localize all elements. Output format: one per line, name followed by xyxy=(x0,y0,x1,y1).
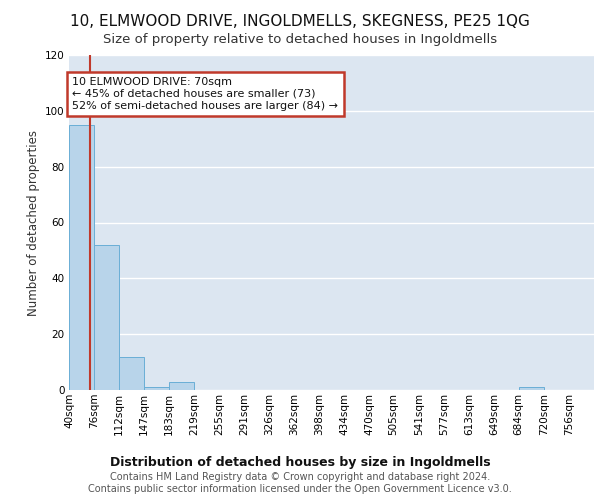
Text: Contains HM Land Registry data © Crown copyright and database right 2024.
Contai: Contains HM Land Registry data © Crown c… xyxy=(88,472,512,494)
Bar xyxy=(144,387,169,390)
Bar xyxy=(69,125,94,390)
Text: Size of property relative to detached houses in Ingoldmells: Size of property relative to detached ho… xyxy=(103,33,497,46)
Y-axis label: Number of detached properties: Number of detached properties xyxy=(26,130,40,316)
Bar xyxy=(518,387,544,390)
Text: Distribution of detached houses by size in Ingoldmells: Distribution of detached houses by size … xyxy=(110,456,490,469)
Bar xyxy=(119,356,144,390)
Text: 10, ELMWOOD DRIVE, INGOLDMELLS, SKEGNESS, PE25 1QG: 10, ELMWOOD DRIVE, INGOLDMELLS, SKEGNESS… xyxy=(70,14,530,29)
Text: 10 ELMWOOD DRIVE: 70sqm
← 45% of detached houses are smaller (73)
52% of semi-de: 10 ELMWOOD DRIVE: 70sqm ← 45% of detache… xyxy=(73,78,338,110)
Bar xyxy=(94,245,119,390)
Bar xyxy=(169,382,194,390)
